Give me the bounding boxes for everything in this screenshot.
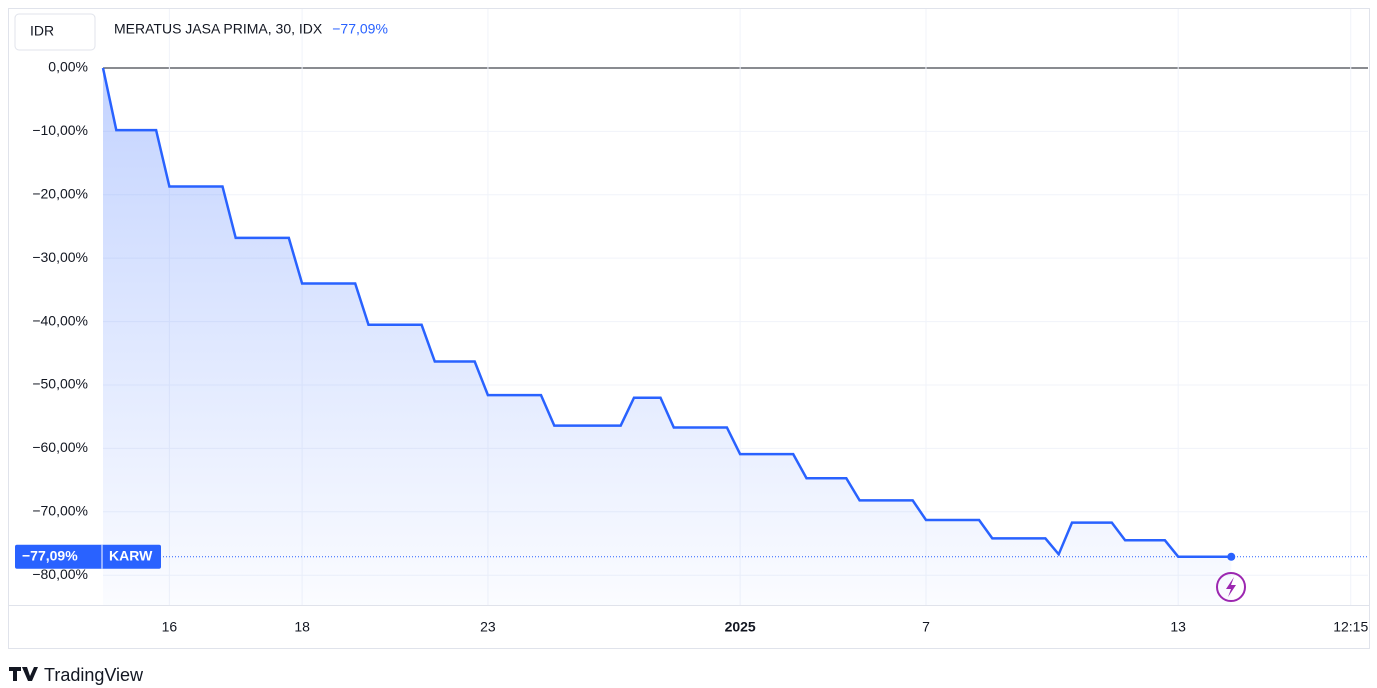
brand-logo — [9, 667, 38, 681]
price-tag — [15, 544, 161, 569]
x-tick-label: 12:15 — [1333, 619, 1368, 635]
x-tick-label: 7 — [922, 619, 930, 635]
y-tick-label: −50,00% — [32, 376, 88, 392]
y-tick-label: −10,00% — [32, 122, 88, 138]
brand: TradingView — [44, 665, 144, 685]
currency-button[interactable] — [14, 13, 96, 51]
price-tag-value: −77,09% — [22, 547, 78, 563]
x-tick-label: 16 — [162, 619, 178, 635]
price-tag-symbol: KARW — [109, 547, 153, 563]
plot — [101, 67, 1368, 606]
y-tick-label: −20,00% — [32, 185, 88, 201]
alert-bolt — [1226, 577, 1236, 597]
last-point — [1227, 552, 1236, 561]
x-tick-label: 23 — [480, 619, 496, 635]
change: −77,09% — [332, 21, 388, 37]
y-tick-label: −80,00% — [32, 566, 88, 582]
y-tick-label: −40,00% — [32, 312, 88, 328]
x-tick-label: 18 — [294, 619, 310, 635]
currency[interactable]: IDR — [30, 23, 54, 39]
y-tick-label: −60,00% — [32, 439, 88, 455]
x-tick-label: 13 — [1170, 619, 1186, 635]
line — [101, 67, 1232, 558]
x-tick-label: 2025 — [725, 619, 756, 635]
symbol-title: MERATUS JASA PRIMA, 30, IDX — [114, 21, 323, 37]
alert-icon[interactable] — [1216, 572, 1246, 602]
area — [103, 67, 1232, 606]
y-tick-label: 0,00% — [48, 59, 88, 75]
y-tick-label: −70,00% — [32, 502, 88, 518]
y-tick-label: −30,00% — [32, 249, 88, 265]
